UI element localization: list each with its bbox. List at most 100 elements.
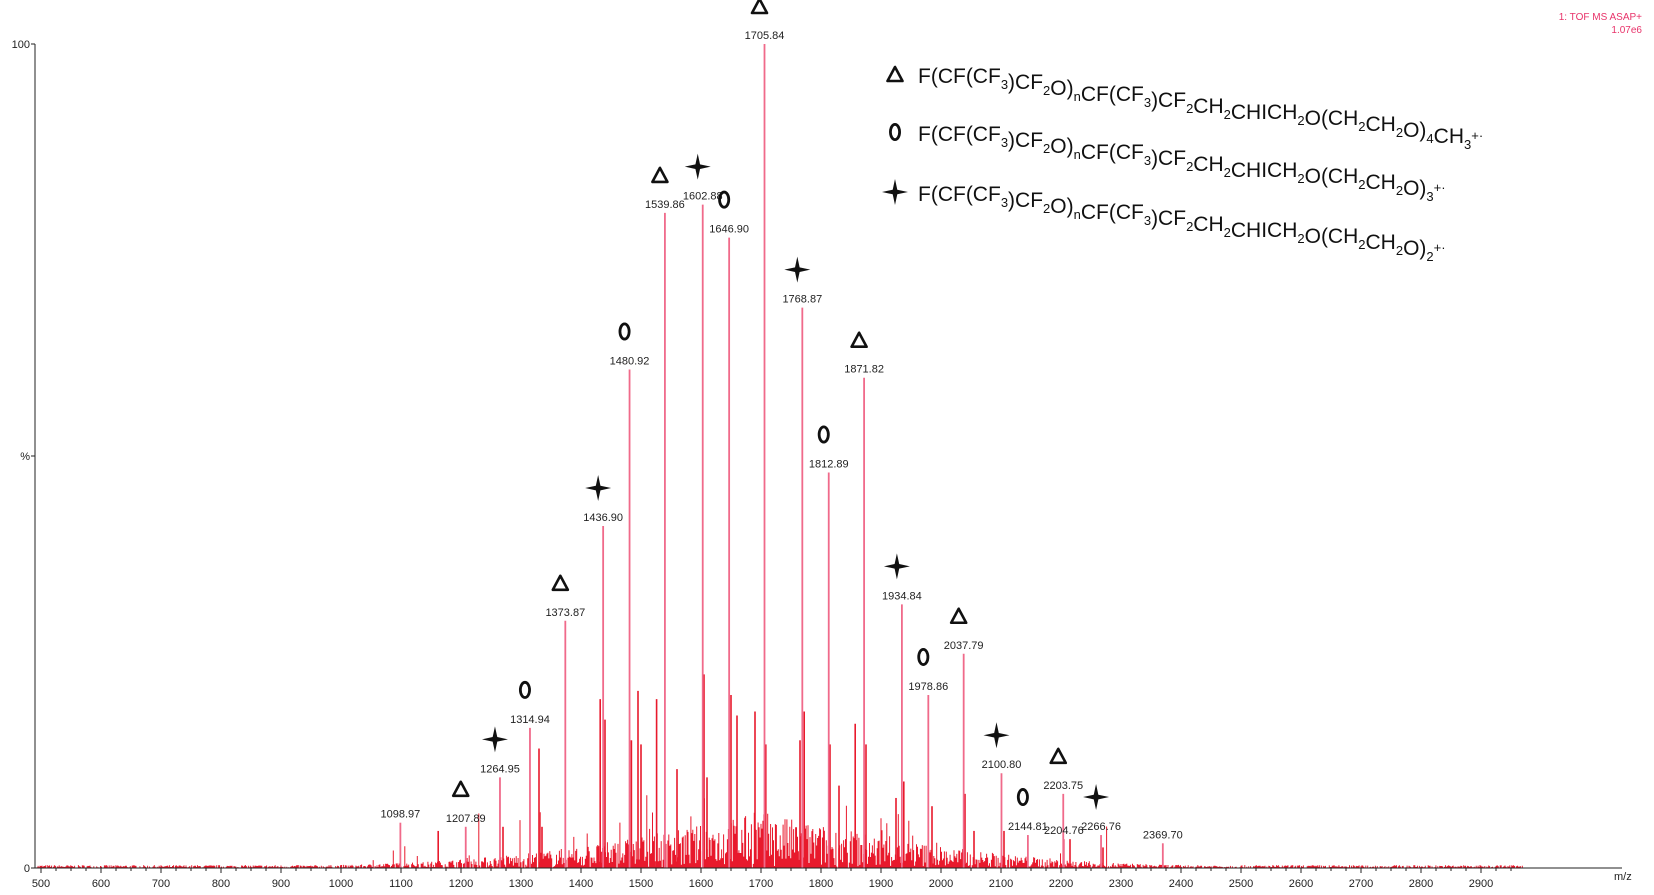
legend: F(CF(CF3)CF2O)nCF(CF3)CF2CH2CHICH2O(CH2C… — [882, 65, 1483, 264]
intensity-scale-label: 1.07e6 — [1611, 25, 1642, 36]
legend-text-part: 2 — [1186, 219, 1193, 234]
legend-text-part: )CF — [1008, 71, 1043, 94]
circle-icon — [718, 190, 731, 209]
peak-label-2369.70: 2369.70 — [1143, 829, 1183, 841]
legend-text-part: 2 — [1224, 107, 1231, 122]
peak-label-1768.87: 1768.87 — [782, 294, 822, 306]
legend-text-part: )CF — [1008, 129, 1043, 152]
legend-text-part: O) — [1050, 135, 1073, 158]
legend-text-part: 2 — [1396, 183, 1403, 198]
legend-text-part: 2 — [1186, 101, 1193, 116]
legend-text-part: )CF — [1151, 147, 1186, 170]
x-ticks: 500 600 700 800 900 1000 1100 1200 1300 1400 1500 1… — [32, 868, 1512, 890]
legend-text-part: +· — [1434, 240, 1446, 255]
legend-text-part: F(CF(CF — [918, 123, 1001, 146]
legend-text-part: n — [1074, 207, 1081, 222]
legend-text-part: CF(CF — [1081, 83, 1144, 106]
legend-text-part: O) — [1403, 119, 1426, 142]
x-tick-label: 1300 — [509, 878, 533, 890]
legend-text-part: 4 — [1426, 131, 1433, 146]
legend-text-part: O) — [1403, 237, 1426, 260]
x-tick-label: 2500 — [1229, 878, 1253, 890]
legend-text-part: CHICH — [1231, 101, 1298, 124]
legend-text-part: 2 — [1297, 171, 1304, 186]
peak-label-1436.90: 1436.90 — [583, 512, 623, 524]
x-tick-label: 2600 — [1289, 878, 1313, 890]
star-icon — [481, 726, 508, 753]
legend-text-part: F(CF(CF — [918, 183, 1001, 206]
legend-text-part: 3 — [1001, 135, 1008, 150]
legend-text-part: n — [1074, 147, 1081, 162]
legend-text-part: O(CH — [1305, 225, 1359, 248]
noise-trace — [36, 795, 1523, 868]
legend-text-part: O) — [1050, 195, 1073, 218]
peak-label-1373.87: 1373.87 — [545, 607, 585, 619]
peak-label-1480.92: 1480.92 — [610, 355, 650, 367]
legend-text-part: CHICH — [1231, 159, 1298, 182]
legend-text-part: 3 — [1144, 153, 1151, 168]
peak-label-1812.89: 1812.89 — [809, 458, 849, 470]
legend-text-part: 2 — [1297, 113, 1304, 128]
legend-text-part: )CF — [1151, 89, 1186, 112]
legend-text-part: 2 — [1358, 177, 1365, 192]
x-tick-label: 2400 — [1169, 878, 1193, 890]
x-tick-label: 800 — [212, 878, 230, 890]
x-tick-label: 2800 — [1409, 878, 1433, 890]
legend-text-part: 2 — [1224, 225, 1231, 240]
legend-text-part: 2 — [1224, 165, 1231, 180]
x-tick-label: 2100 — [989, 878, 1013, 890]
peak-label-2203.75: 2203.75 — [1043, 780, 1083, 792]
labeled-peaks — [399, 44, 1164, 868]
x-tick-label: 700 — [152, 878, 170, 890]
peak-labels: 1098.97 1207.89 1264.95 1314.94 1373.87 1436.… — [380, 30, 1182, 841]
y-ticks: 100% 0 — [12, 39, 35, 875]
x-axis-label: m/z — [1614, 871, 1632, 883]
legend-text-part: CH — [1366, 171, 1396, 194]
triangle-icon — [949, 607, 968, 625]
x-tick-label: 2000 — [929, 878, 953, 890]
legend-text-part: CF(CF — [1081, 201, 1144, 224]
legend-text-part: CH — [1193, 153, 1223, 176]
legend-text-part: CH — [1366, 113, 1396, 136]
peak-label-1602.88: 1602.88 — [683, 191, 723, 203]
peak-label-1646.90: 1646.90 — [709, 224, 749, 236]
peak-label-2204.76: 2204.76 — [1044, 825, 1084, 837]
peak-label-2144.81: 2144.81 — [1008, 821, 1048, 833]
star-icon — [684, 153, 711, 180]
triangle-icon — [886, 65, 904, 83]
peak-label-1978.86: 1978.86 — [908, 681, 948, 693]
legend-text-part: 2 — [1396, 125, 1403, 140]
baseline-noise — [36, 795, 1523, 868]
triangle-icon — [551, 574, 570, 592]
x-tick-label: 1200 — [449, 878, 473, 890]
peak-label-1871.82: 1871.82 — [844, 364, 884, 376]
triangle-icon — [451, 780, 470, 798]
instrument-label: 1: TOF MS ASAP+ 1.07e6 — [1559, 12, 1643, 36]
peak-label-1207.89: 1207.89 — [446, 813, 486, 825]
peak-label-1705.84: 1705.84 — [745, 30, 785, 42]
legend-text-part: CH — [1193, 95, 1223, 118]
legend-text-part: 2 — [1186, 159, 1193, 174]
star-icon — [784, 256, 811, 283]
triangle-icon — [651, 166, 669, 184]
legend-text-part: 2 — [1043, 201, 1050, 216]
legend-entry-3: F(CF(CF3)CF2O)nCF(CF3)CF2CH2CHICH2O(CH2C… — [918, 183, 1446, 264]
x-tick-label: 2300 — [1109, 878, 1133, 890]
legend-text-part: 2 — [1426, 249, 1433, 264]
peak-label-2037.79: 2037.79 — [944, 640, 984, 652]
peak-label-2100.80: 2100.80 — [982, 759, 1022, 771]
legend-text-part: 3 — [1001, 195, 1008, 210]
x-tick-label: 500 — [32, 878, 50, 890]
legend-text-part: O) — [1050, 77, 1073, 100]
legend-text-part: 2 — [1043, 83, 1050, 98]
legend-text-part: 3 — [1426, 189, 1433, 204]
legend-text-part: +· — [1434, 180, 1446, 195]
legend-text-part: CF(CF — [1081, 141, 1144, 164]
circle-icon — [1016, 788, 1029, 807]
star-icon — [883, 553, 910, 580]
legend-text-part: 3 — [1144, 95, 1151, 110]
x-tick-label: 900 — [272, 878, 290, 890]
circle-icon — [817, 425, 830, 444]
circle-icon — [917, 647, 930, 666]
legend-text-part: F(CF(CF — [918, 65, 1001, 88]
